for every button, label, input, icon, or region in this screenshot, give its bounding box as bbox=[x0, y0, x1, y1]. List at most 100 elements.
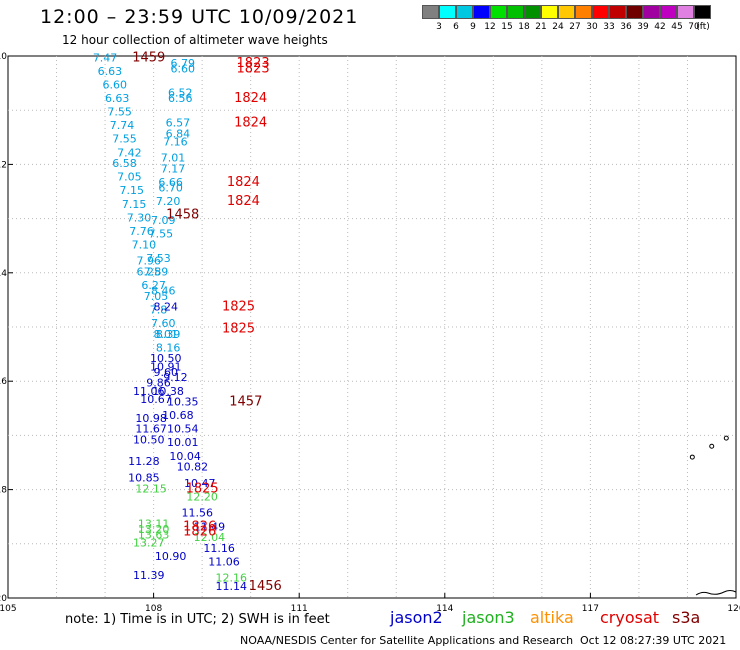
lon-tick-label: 120 bbox=[727, 604, 740, 614]
color-swatch bbox=[643, 5, 660, 19]
color-scale-label: 33 bbox=[603, 22, 615, 32]
wave-height-label: 10.98 bbox=[135, 412, 167, 425]
wave-height-label: 12.15 bbox=[135, 482, 167, 495]
lat-tick-label: -20 bbox=[0, 594, 7, 604]
wave-height-label: 6.27 bbox=[141, 279, 166, 292]
wave-height-label: 7.01 bbox=[161, 152, 186, 165]
color-swatch bbox=[422, 5, 439, 19]
lat-tick-label: -14 bbox=[0, 269, 7, 279]
wave-height-label: 6.60 bbox=[103, 79, 128, 92]
wave-height-label: 8.46 bbox=[151, 284, 176, 297]
wave-height-label: 7.60 bbox=[151, 317, 176, 330]
legend-s3a: s3a bbox=[672, 608, 701, 627]
wave-height-label: 11.39 bbox=[133, 569, 165, 582]
lat-tick-label: -12 bbox=[0, 160, 7, 170]
wave-height-label: 6.60 bbox=[170, 62, 195, 75]
pass-time-label: 1823 bbox=[237, 61, 270, 76]
lat-tick-label: -10 bbox=[0, 52, 7, 62]
color-scale-label: 27 bbox=[569, 22, 581, 32]
wave-height-label: 12.20 bbox=[186, 490, 218, 503]
color-scale-label: 6 bbox=[453, 22, 459, 32]
color-scale-label: 12 bbox=[484, 22, 496, 32]
wave-height-label: 10.54 bbox=[167, 423, 199, 436]
wave-height-label: 7.53 bbox=[146, 252, 171, 265]
pass-time-label: 1826 bbox=[183, 519, 216, 534]
color-swatch bbox=[677, 5, 694, 19]
legend-jason3: jason3 bbox=[462, 608, 515, 627]
wave-height-label: 10.91 bbox=[150, 360, 182, 373]
lon-tick-label: 117 bbox=[582, 604, 599, 614]
wave-height-label: 7.15 bbox=[120, 184, 145, 197]
wave-height-label: 9.60 bbox=[153, 366, 178, 379]
color-scale-label: (ft) bbox=[696, 22, 710, 32]
lat-tick-label: -18 bbox=[0, 486, 7, 496]
wave-height-label: 7.55 bbox=[107, 106, 132, 119]
wave-height-label: 6.70 bbox=[158, 182, 183, 195]
pass-time-label: 1456 bbox=[249, 579, 282, 594]
pass-time-label: 1825 bbox=[186, 481, 219, 496]
pass-time-label: 1824 bbox=[234, 115, 267, 130]
wave-height-label: 6.84 bbox=[166, 127, 191, 140]
wave-height-label: 11.14 bbox=[216, 580, 248, 593]
pass-time-label: 1826 bbox=[183, 525, 216, 540]
generation-timestamp: Oct 12 08:27:39 UTC 2021 bbox=[580, 634, 727, 647]
wave-height-label: 7.20 bbox=[156, 195, 181, 208]
wave-height-label: 7.55 bbox=[149, 228, 174, 241]
pass-time-label: 1457 bbox=[229, 395, 262, 410]
pass-time-label: 1823 bbox=[237, 56, 270, 71]
color-swatch bbox=[694, 5, 711, 19]
pass-time-label: 1824 bbox=[227, 175, 260, 190]
island-outline bbox=[709, 443, 715, 449]
wave-height-label: 11.49 bbox=[194, 520, 226, 533]
wave-height-label: 13.11 bbox=[138, 518, 170, 531]
lon-tick-label: 108 bbox=[145, 604, 162, 614]
lat-lon-grid bbox=[7, 55, 737, 599]
island-outline bbox=[723, 435, 729, 441]
wave-height-label: 8.39 bbox=[156, 328, 181, 341]
wave-height-label: 7.47 bbox=[93, 51, 118, 64]
wave-height-label: 10.82 bbox=[177, 461, 209, 474]
color-swatch bbox=[439, 5, 456, 19]
lon-tick-label: 105 bbox=[0, 604, 17, 614]
pass-time-label: 1459 bbox=[132, 50, 165, 65]
wave-height-label: 13.63 bbox=[138, 528, 170, 541]
wave-height-label: 10.04 bbox=[169, 450, 201, 463]
pass-time-label: 1825 bbox=[222, 321, 255, 336]
wave-height-label: 7.15 bbox=[122, 198, 147, 211]
color-scale-label: 30 bbox=[586, 22, 598, 32]
legend-cryosat: cryosat bbox=[600, 608, 660, 627]
wave-height-label: 11.06 bbox=[208, 555, 240, 568]
wave-height-label: 13.20 bbox=[138, 523, 170, 536]
color-scale-label: 9 bbox=[470, 22, 476, 32]
wave-height-label: 6.63 bbox=[105, 92, 130, 105]
wave-height-label: 6.25 bbox=[136, 266, 161, 279]
wave-height-label: 6.63 bbox=[98, 65, 123, 78]
wave-height-label: 10.50 bbox=[133, 434, 165, 447]
wave-height-label: 7.10 bbox=[132, 238, 157, 251]
wave-height-labels: 7.476.636.606.637.557.747.557.426.587.05… bbox=[93, 50, 282, 593]
wave-height-label: 11.06 bbox=[133, 385, 165, 398]
wave-height-label: 10.38 bbox=[152, 385, 184, 398]
wave-height-label: 10.67 bbox=[140, 393, 172, 406]
wave-height-label: 12.16 bbox=[216, 572, 248, 585]
wave-height-label: 7.96 bbox=[136, 255, 161, 268]
color-swatch bbox=[541, 5, 558, 19]
legend-altika: altika bbox=[530, 608, 574, 627]
pass-time-label: 1824 bbox=[234, 91, 267, 106]
wave-height-label: 11.16 bbox=[203, 542, 235, 555]
wave-height-label: 10.47 bbox=[184, 477, 216, 490]
wave-height-label: 7.89 bbox=[144, 266, 169, 279]
coastline bbox=[689, 435, 737, 596]
map-subtitle: 12 hour collection of altimeter wave hei… bbox=[62, 33, 328, 47]
wave-height-label: 6.58 bbox=[112, 157, 137, 170]
wave-height-label: 9.12 bbox=[163, 371, 188, 384]
color-swatch bbox=[660, 5, 677, 19]
pass-time-label: 1458 bbox=[166, 208, 199, 223]
color-swatch bbox=[575, 5, 592, 19]
wave-height-label: 7.76 bbox=[129, 225, 154, 238]
wave-height-label: 10.85 bbox=[128, 471, 160, 484]
wave-height-label: 9.86 bbox=[146, 377, 171, 390]
color-scale-label: 24 bbox=[552, 22, 564, 32]
color-scale-label: 42 bbox=[654, 22, 666, 32]
